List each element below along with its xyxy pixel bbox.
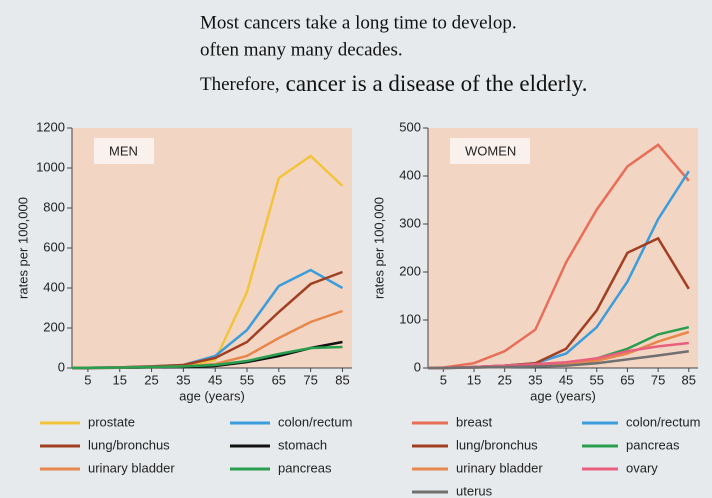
legend-label: ovary	[626, 460, 658, 475]
header-line: Therefore, cancer is a disease of the eld…	[200, 71, 587, 96]
x-tick-label: 45	[208, 372, 222, 387]
y-tick-label: 400	[399, 167, 421, 182]
y-axis-label: rates per 100,000	[15, 197, 30, 299]
y-tick-label: 200	[399, 263, 421, 278]
x-tick-label: 15	[467, 372, 481, 387]
series-line	[428, 349, 689, 370]
panel-label-box	[450, 138, 530, 164]
x-tick-label: 15	[112, 372, 126, 387]
legend-label: pancreas	[278, 460, 332, 475]
x-tick-label: 25	[497, 372, 511, 387]
header-therefore: Therefore,	[200, 74, 280, 95]
legend-label: uterus	[456, 483, 493, 498]
y-tick-label: 400	[43, 279, 65, 294]
legend-label: breast	[456, 414, 493, 429]
y-tick-label: 1000	[36, 159, 65, 174]
legend-label: colon/rectum	[626, 414, 700, 429]
x-tick-label: 65	[620, 372, 634, 387]
x-tick-label: 35	[528, 372, 542, 387]
legend-label: urinary bladder	[88, 460, 175, 475]
panel-label-box	[94, 138, 154, 164]
header-emphasis: cancer is a disease of the elderly.	[286, 71, 588, 96]
x-tick-label: 85	[682, 372, 696, 387]
plot-area	[72, 128, 352, 368]
header-line: often many many decades.	[200, 39, 403, 60]
legend-label: colon/rectum	[278, 414, 352, 429]
x-tick-label: 35	[176, 372, 190, 387]
y-tick-label: 300	[399, 215, 421, 230]
y-tick-label: 500	[399, 119, 421, 134]
legend-label: stomach	[278, 437, 327, 452]
x-tick-label: 55	[240, 372, 254, 387]
x-tick-label: 75	[303, 372, 317, 387]
panel-label: MEN	[109, 143, 138, 158]
y-axis-label: rates per 100,000	[371, 197, 386, 299]
x-tick-label: 75	[651, 372, 665, 387]
x-tick-label: 45	[559, 372, 573, 387]
series-line	[427, 143, 690, 370]
legend-label: urinary bladder	[456, 460, 543, 475]
x-axis-label: age (years)	[179, 388, 245, 403]
x-tick-label: 5	[440, 372, 447, 387]
y-tick-label: 1200	[36, 119, 65, 134]
legend-label: prostate	[88, 414, 135, 429]
y-tick-label: 100	[399, 311, 421, 326]
panel-label: WOMEN	[465, 143, 516, 158]
y-tick-label: 0	[58, 359, 65, 374]
x-tick-label: 5	[84, 372, 91, 387]
x-tick-label: 25	[144, 372, 158, 387]
x-tick-label: 55	[590, 372, 604, 387]
x-tick-label: 65	[272, 372, 286, 387]
series-line	[71, 345, 343, 370]
y-tick-label: 800	[43, 199, 65, 214]
legend-label: lung/bronchus	[88, 437, 170, 452]
y-tick-label: 200	[43, 319, 65, 334]
x-axis-label: age (years)	[530, 388, 596, 403]
legend-label: lung/bronchus	[456, 437, 538, 452]
x-tick-label: 85	[335, 372, 349, 387]
plot-area	[428, 128, 698, 368]
y-tick-label: 0	[414, 359, 421, 374]
legend-label: pancreas	[626, 437, 680, 452]
y-tick-label: 600	[43, 239, 65, 254]
header-line: Most cancers take a long time to develop…	[200, 12, 517, 33]
